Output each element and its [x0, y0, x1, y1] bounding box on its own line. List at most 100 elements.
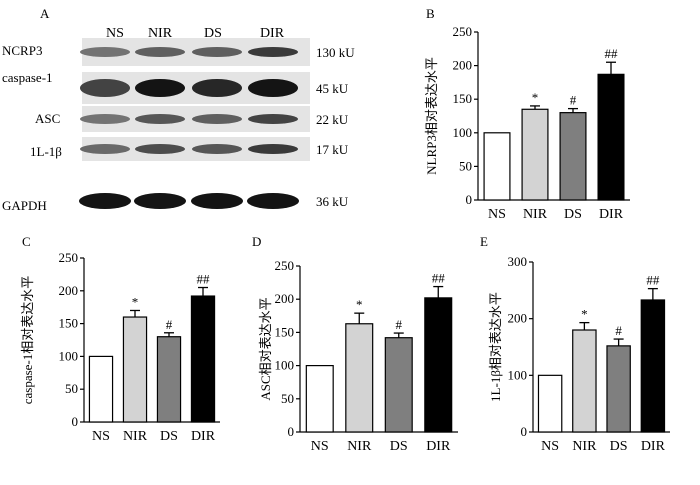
y-tick-label: 250 — [275, 258, 295, 273]
blot-protein-label: ASC — [35, 111, 60, 126]
panel-letter: E — [480, 234, 488, 249]
blot-band — [248, 144, 298, 154]
y-axis-label: 1L-1β相对表达水平 — [488, 292, 503, 402]
significance-marker: # — [396, 317, 403, 332]
x-tick-label: NS — [488, 207, 506, 222]
y-axis-label: ASC相对表达水平 — [258, 297, 273, 400]
bar-dir — [190, 295, 216, 423]
significance-marker: * — [356, 297, 363, 312]
y-tick-label: 50 — [281, 391, 294, 406]
blot-band — [135, 114, 185, 124]
blot-band — [135, 79, 185, 97]
bar-ns — [305, 365, 334, 433]
bar-dir — [597, 73, 625, 201]
bar-charts: B050100150200250NLRP3相对表达水平NS*NIR#DS##DI… — [20, 6, 670, 454]
y-tick-label: 150 — [453, 91, 473, 106]
x-tick-label: DIR — [641, 439, 666, 454]
blot-band — [80, 144, 130, 154]
blot-band — [192, 114, 242, 124]
blot-lane-label: NIR — [148, 26, 173, 41]
blot-band — [80, 79, 130, 97]
bar-ns — [537, 374, 563, 433]
y-tick-label: 200 — [275, 291, 295, 306]
y-tick-label: 250 — [453, 24, 473, 39]
blot-band — [192, 144, 242, 154]
blot-band — [135, 144, 185, 154]
bar-nir — [521, 108, 549, 201]
bar-ns — [88, 355, 114, 423]
y-tick-label: 200 — [59, 283, 79, 298]
bar-ds — [384, 337, 413, 433]
x-tick-label: NS — [541, 439, 559, 454]
significance-marker: # — [570, 93, 577, 108]
bar-nir — [572, 329, 597, 433]
blot-lane-label: DS — [204, 26, 222, 41]
x-tick-label: DS — [390, 439, 408, 454]
x-tick-label: DS — [160, 429, 178, 444]
significance-marker: * — [532, 90, 539, 105]
y-tick-label: 0 — [72, 414, 79, 429]
bar-nir — [122, 316, 148, 423]
bar-ds — [559, 112, 587, 201]
x-tick-label: NIR — [123, 429, 148, 444]
blot-band — [192, 47, 242, 57]
chart-panel-b: B 0 50 100 150 200 250 NLRP3相对表达水平 NS * NIR # DS ## DI… — [424, 6, 630, 222]
significance-marker: # — [166, 317, 173, 332]
blot-band — [135, 47, 185, 57]
bar-nir — [345, 323, 374, 433]
y-tick-label: 100 — [59, 348, 79, 363]
y-tick-label: 250 — [59, 250, 79, 265]
panel-letter: C — [22, 234, 31, 249]
bar-ds — [156, 336, 182, 423]
y-tick-label: 100 — [453, 125, 473, 140]
blot-band — [248, 79, 298, 97]
bar-ds — [606, 345, 631, 433]
y-tick-label: 0 — [466, 192, 473, 207]
y-tick-label: 200 — [453, 58, 473, 73]
blot-band — [192, 79, 242, 97]
chart-panel-e: E 0 100 200 300 1L-1β相对表达水平 NS * NIR # DS ## DIR — [480, 234, 670, 454]
y-axis-label: caspase-1相对表达水平 — [20, 276, 35, 405]
x-tick-label: NS — [92, 429, 110, 444]
western-blot-panel: A NS NIR DS DIR NCRP3 130 kU caspase-1 45 kU ASC 2… — [2, 6, 355, 213]
x-tick-label: DIR — [191, 429, 216, 444]
bar-ns — [483, 132, 511, 201]
chart-panel-d: D 0 50 100 150 200 250 ASC相对表达水平 NS * NIR # DS ## DIR — [252, 234, 458, 454]
blot-protein-label: 1L-1β — [30, 144, 62, 159]
significance-marker: ## — [197, 272, 211, 287]
y-tick-label: 50 — [459, 158, 472, 173]
blot-protein-label: GAPDH — [2, 198, 47, 213]
panel-letter: B — [426, 6, 435, 21]
x-tick-label: DIR — [599, 207, 624, 222]
significance-marker: * — [581, 307, 588, 322]
y-tick-label: 150 — [59, 316, 79, 331]
significance-marker: ## — [432, 271, 446, 286]
blot-size-label: 22 kU — [316, 112, 349, 127]
x-tick-label: NIR — [347, 439, 372, 454]
blot-size-label: 45 kU — [316, 81, 349, 96]
blot-size-label: 36 kU — [316, 194, 349, 209]
significance-marker: # — [615, 323, 622, 338]
chart-panel-c: C 0 50 100 150 200 250 caspase-1相对表达水平 NS * NIR # DS… — [20, 234, 220, 444]
blot-band — [191, 193, 243, 209]
x-tick-label: DS — [610, 439, 628, 454]
x-tick-label: NIR — [572, 439, 597, 454]
blot-band — [80, 47, 130, 57]
panel-letter-a: A — [40, 6, 50, 21]
y-tick-label: 150 — [275, 324, 295, 339]
y-tick-label: 300 — [508, 254, 528, 269]
x-tick-label: DIR — [426, 439, 451, 454]
y-tick-label: 100 — [508, 367, 528, 382]
blot-band — [79, 193, 131, 209]
blot-lane-label: NS — [106, 26, 124, 41]
significance-marker: ## — [605, 46, 619, 61]
blot-band — [80, 114, 130, 124]
blot-size-label: 130 kU — [316, 45, 355, 60]
blot-band — [247, 193, 299, 209]
bar-dir — [424, 297, 453, 433]
blot-lane-label: DIR — [260, 26, 285, 41]
x-tick-label: DS — [564, 207, 582, 222]
panel-letter: D — [252, 234, 261, 249]
significance-marker: * — [132, 294, 139, 309]
